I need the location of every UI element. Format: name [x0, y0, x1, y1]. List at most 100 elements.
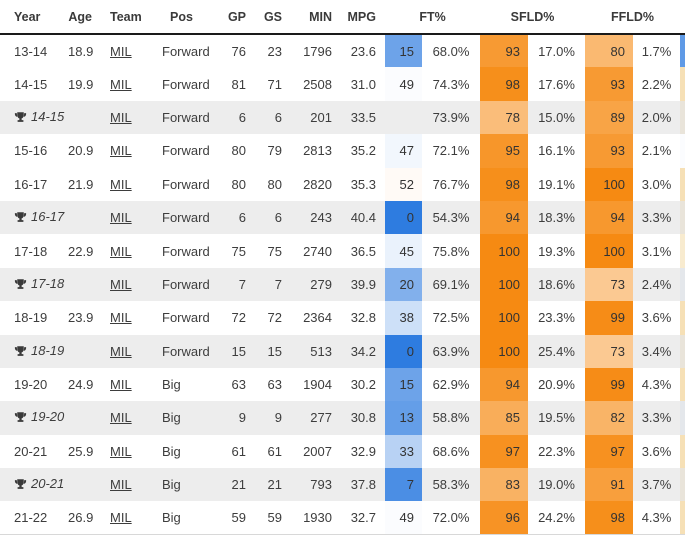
cell-min: 2820 [303, 176, 332, 192]
cell-pos: Forward [162, 76, 210, 92]
cell-sfld-pct: 16.1% [538, 143, 575, 159]
cell-sfld-rank: 100 [480, 301, 529, 335]
cell-gs: 23 [267, 43, 282, 59]
cell-gs: 6 [248, 100, 284, 135]
trophy-icon [14, 412, 27, 423]
cell-ffld-rank: 93 [585, 67, 634, 101]
cutoff-next-column [680, 434, 685, 469]
team-link[interactable]: MIL [110, 510, 132, 526]
team-link[interactable]: MIL [110, 109, 132, 125]
year-text: 15-16 [14, 143, 48, 159]
year-label: 14-15 [14, 109, 64, 124]
cell-sfld-pct: 17.6% [538, 76, 575, 92]
cell-gs: 15 [248, 334, 284, 368]
cell-team: MIL [98, 301, 148, 334]
cell-ffld-pct: 3.6% [641, 310, 672, 326]
cell-ft-rank: 20 [385, 267, 422, 302]
cell-pos: Big [162, 443, 181, 459]
team-link[interactable]: MIL [110, 243, 132, 259]
cell-age [68, 100, 98, 135]
cell-min: 2813 [303, 143, 332, 159]
cell-pos: Forward [162, 310, 210, 326]
cell-sfld-rank: 83 [480, 468, 529, 502]
season-stat-row: 16-17 21.9 MIL Forward 80 80 2820 35.3 52 76.7% 98… [0, 167, 685, 201]
col-header-gs: GS [248, 0, 284, 35]
cell-ft-pct: 72.1% [432, 143, 470, 159]
cell-ffld-pct: 4.3% [633, 501, 681, 535]
cell-ft-pct: 69.1% [422, 267, 481, 302]
team-link[interactable]: MIL [110, 76, 132, 92]
cell-team: MIL [98, 468, 148, 502]
cell-ft-rank: 49 [385, 67, 422, 101]
cell-age: 26.9 [68, 501, 98, 535]
cell-gs: 63 [267, 377, 282, 393]
cell-ft-pct: 72.5% [432, 310, 470, 326]
cutoff-next-column [680, 167, 685, 201]
cell-year: 17-18 [0, 267, 68, 302]
cell-gp: 9 [215, 401, 248, 435]
cell-age: 25.9 [68, 443, 94, 459]
col-header-min: MIN [284, 0, 334, 35]
team-link[interactable]: MIL [110, 343, 132, 359]
cell-sfld-rank: 100 [480, 234, 529, 268]
trophy-icon [14, 479, 27, 490]
cell-ft-pct: 72.0% [422, 501, 481, 535]
cell-gs: 21 [248, 468, 284, 502]
cell-ffld-rank: 99 [585, 301, 634, 335]
team-link[interactable]: MIL [110, 477, 132, 493]
year-label: 16-17 [14, 177, 47, 192]
cell-ffld-rank: 91 [585, 468, 634, 502]
cutoff-next-column [680, 501, 685, 535]
season-stat-row: 21-22 26.9 MIL Big 59 59 1930 32.7 49 72.0% 96 24.2… [0, 501, 685, 535]
cutoff-next-column [680, 34, 685, 68]
cell-pos: Forward [162, 176, 210, 192]
season-stat-row: 19-20 24.9 MIL Big 63 63 1904 30.2 15 62.9% 94 20.9… [0, 367, 685, 402]
trophy-icon [14, 112, 27, 122]
cell-year: 16-17 [0, 168, 68, 201]
cell-gp: 21 [215, 468, 248, 502]
cell-min: 1796 [303, 43, 332, 59]
cell-gp: 59 [215, 501, 248, 535]
cell-gp: 15 [215, 334, 248, 368]
year-text: 17-18 [14, 243, 48, 259]
cell-gs: 7 [248, 267, 284, 302]
cell-year: 15-16 [0, 134, 68, 167]
cell-sfld-rank: 78 [480, 100, 529, 135]
cell-ffld-rank: 73 [585, 334, 634, 368]
cell-team: MIL [98, 401, 148, 435]
cell-gp: 63 [231, 377, 246, 393]
team-link[interactable]: MIL [110, 143, 132, 159]
cutoff-next-column [680, 267, 685, 302]
playoff-stat-row: 19-20 MIL Big 9 9 277 30.8 13 58.8% 85 19.5% 82 3.3% [0, 401, 685, 435]
team-link[interactable]: MIL [110, 176, 132, 192]
team-link[interactable]: MIL [110, 377, 132, 393]
year-text: 21-22 [14, 510, 48, 526]
cell-gs: 9 [248, 401, 284, 435]
cell-min: 2364 [303, 310, 332, 326]
cell-ft-rank: 7 [385, 468, 422, 502]
cell-gp: 6 [215, 200, 248, 235]
cell-sfld-pct: 25.4% [528, 334, 586, 368]
cell-ffld-pct: 3.6% [641, 443, 672, 459]
year-text: 20-21 [14, 443, 48, 459]
team-link[interactable]: MIL [110, 210, 132, 226]
year-text: 16-17 [31, 209, 65, 225]
cell-pos: Forward [148, 267, 215, 302]
cell-min: 2007 [303, 443, 332, 459]
year-text: 18-19 [31, 342, 65, 358]
cell-gs: 6 [248, 200, 284, 235]
cell-mpg: 39.9 [334, 267, 385, 302]
cell-sfld-rank: 98 [480, 167, 529, 201]
cutoff-next-column [680, 200, 685, 235]
team-link[interactable]: MIL [110, 43, 132, 59]
col-header-year: Year [0, 0, 68, 35]
team-link[interactable]: MIL [110, 443, 132, 459]
team-link[interactable]: MIL [110, 410, 132, 426]
team-link[interactable]: MIL [110, 276, 132, 292]
cell-team: MIL [98, 267, 148, 302]
season-stat-row: 20-21 25.9 MIL Big 61 61 2007 32.9 33 68.6% 97 22.3… [0, 434, 685, 469]
cell-sfld-pct: 17.0% [538, 43, 575, 59]
team-link[interactable]: MIL [110, 310, 132, 326]
cell-sfld-pct: 20.9% [538, 377, 575, 393]
cell-team: MIL [98, 134, 148, 167]
